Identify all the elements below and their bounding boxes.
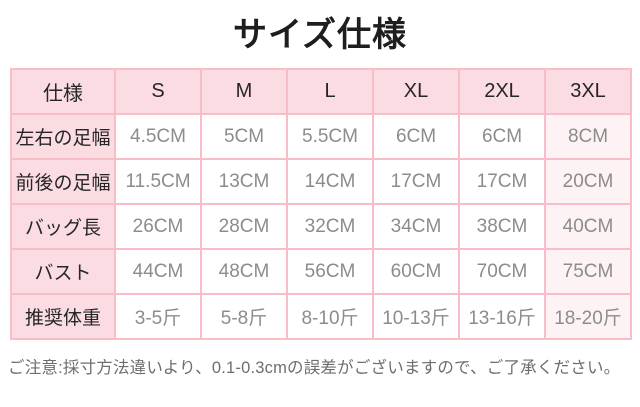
value-cell: 40CM [544, 203, 632, 251]
header-cell-size-3xl: 3XL [544, 68, 632, 116]
value-cell: 56CM [286, 248, 374, 296]
header-cell-size-l: L [286, 68, 374, 116]
value-cell: 6CM [372, 113, 460, 161]
value-cell: 75CM [544, 248, 632, 296]
value-cell: 8-10斤 [286, 293, 374, 341]
value-cell: 60CM [372, 248, 460, 296]
row-label: 前後の足幅 [10, 158, 116, 206]
value-cell: 70CM [458, 248, 546, 296]
value-cell: 14CM [286, 158, 374, 206]
value-cell: 3-5斤 [114, 293, 202, 341]
value-cell: 17CM [458, 158, 546, 206]
header-cell-size-s: S [114, 68, 202, 116]
table-row: バッグ長 26CM 28CM 32CM 34CM 38CM 40CM [10, 203, 632, 251]
value-cell: 34CM [372, 203, 460, 251]
value-cell: 5CM [200, 113, 288, 161]
value-cell: 20CM [544, 158, 632, 206]
row-label: バスト [10, 248, 116, 296]
value-cell: 4.5CM [114, 113, 202, 161]
table-row: 前後の足幅 11.5CM 13CM 14CM 17CM 17CM 20CM [10, 158, 632, 206]
table-row: 左右の足幅 4.5CM 5CM 5.5CM 6CM 6CM 8CM [10, 113, 632, 161]
page-title: サイズ仕様 [233, 16, 407, 54]
header-cell-size-2xl: 2XL [458, 68, 546, 116]
value-cell: 17CM [372, 158, 460, 206]
value-cell: 11.5CM [114, 158, 202, 206]
value-cell: 10-13斤 [372, 293, 460, 341]
value-cell: 44CM [114, 248, 202, 296]
value-cell: 13CM [200, 158, 288, 206]
value-cell: 48CM [200, 248, 288, 296]
value-cell: 18-20斤 [544, 293, 632, 341]
value-cell: 26CM [114, 203, 202, 251]
value-cell: 8CM [544, 113, 632, 161]
header-cell-spec: 仕様 [10, 68, 116, 116]
header-cell-size-xl: XL [372, 68, 460, 116]
header-cell-size-m: M [200, 68, 288, 116]
value-cell: 5-8斤 [200, 293, 288, 341]
table-row: バスト 44CM 48CM 56CM 60CM 70CM 75CM [10, 248, 632, 296]
value-cell: 28CM [200, 203, 288, 251]
row-label: 推奨体重 [10, 293, 116, 341]
value-cell: 32CM [286, 203, 374, 251]
row-label: バッグ長 [10, 203, 116, 251]
table-row: 推奨体重 3-5斤 5-8斤 8-10斤 10-13斤 13-16斤 18-20… [10, 293, 632, 341]
table-header-row: 仕様 S M L XL 2XL 3XL [10, 68, 632, 116]
value-cell: 13-16斤 [458, 293, 546, 341]
size-spec-table: 仕様 S M L XL 2XL 3XL 左右の足幅 4.5CM 5CM 5.5C… [10, 68, 632, 341]
value-cell: 38CM [458, 203, 546, 251]
value-cell: 6CM [458, 113, 546, 161]
value-cell: 5.5CM [286, 113, 374, 161]
note-text: ご注意:採寸方法違いより、0.1-0.3cmの誤差がございますので、ご了承くださ… [8, 359, 621, 378]
row-label: 左右の足幅 [10, 113, 116, 161]
